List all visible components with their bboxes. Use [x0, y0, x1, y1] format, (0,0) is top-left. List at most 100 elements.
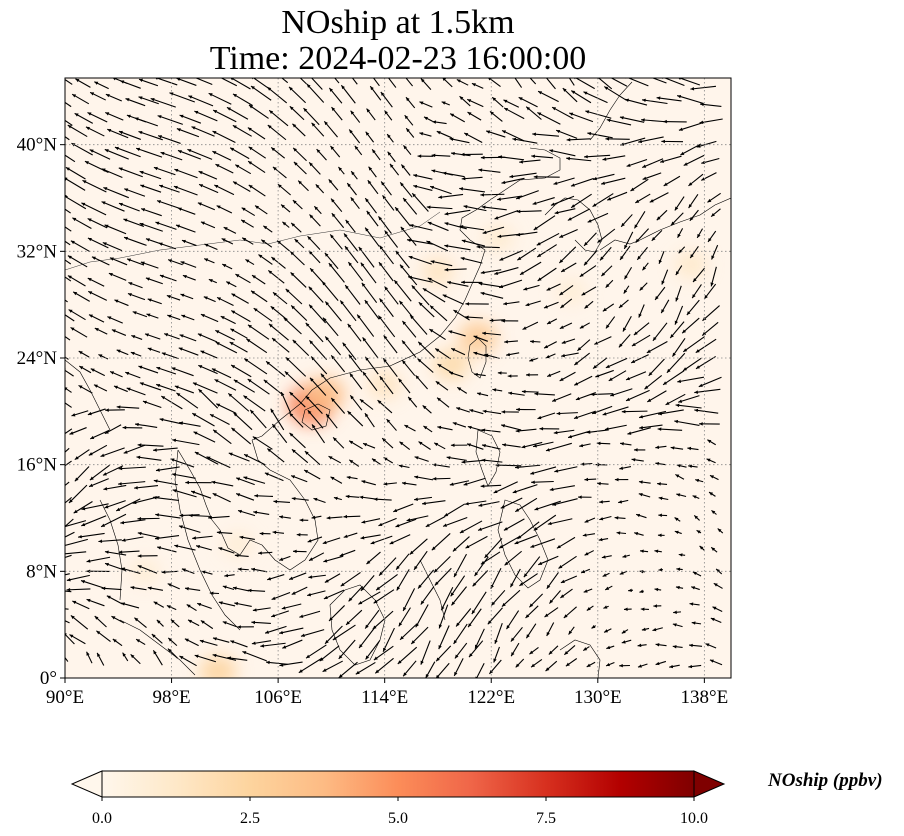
wind-arrow	[674, 305, 684, 325]
wind-arrow	[559, 284, 574, 296]
wind-arrow	[65, 496, 73, 504]
wind-arrow	[537, 90, 559, 103]
wind-arrow	[247, 378, 270, 395]
wind-arrow	[488, 659, 502, 675]
wind-arrow	[78, 350, 90, 358]
wind-arrow	[299, 518, 309, 522]
wind-arrow	[411, 284, 430, 306]
wind-arrow	[96, 652, 105, 666]
wind-arrow	[160, 151, 183, 161]
wind-arrow	[618, 299, 629, 309]
wind-arrow	[237, 509, 256, 517]
wind-arrow	[172, 438, 200, 446]
wind-arrow	[156, 383, 176, 392]
wind-arrow	[72, 600, 90, 610]
wind-arrow	[284, 370, 305, 390]
wind-arrow	[622, 315, 632, 332]
wind-arrow	[109, 257, 128, 266]
wind-arrow	[146, 313, 159, 319]
wind-arrow	[515, 190, 539, 200]
wind-arrow	[328, 179, 339, 191]
wind-arrow	[71, 93, 90, 105]
concentration-hotspot	[367, 370, 402, 400]
wind-arrow	[74, 466, 90, 482]
wind-arrow	[343, 514, 361, 519]
wind-arrow	[137, 565, 158, 574]
wind-arrow	[456, 386, 468, 394]
wind-arrow	[444, 268, 467, 272]
wind-arrow	[283, 317, 302, 335]
wind-arrow	[510, 642, 520, 657]
wind-arrow	[303, 107, 320, 126]
wind-arrow	[330, 145, 341, 158]
wind-arrow	[208, 278, 218, 284]
wind-arrow	[208, 515, 230, 520]
wind-arrow	[247, 160, 266, 173]
wind-arrow	[75, 78, 91, 88]
wind-arrow	[161, 570, 179, 574]
wind-arrow	[561, 352, 579, 358]
wind-arrow	[709, 474, 719, 481]
wind-arrow	[651, 78, 667, 84]
wind-arrow	[487, 607, 503, 625]
wind-arrow	[136, 455, 162, 461]
wind-arrow	[525, 106, 542, 120]
wind-arrow	[413, 174, 433, 180]
wind-arrow	[606, 645, 615, 650]
wind-arrow	[107, 316, 123, 324]
wind-arrow	[444, 209, 471, 216]
wind-arrow	[688, 173, 704, 187]
wind-arrow	[566, 138, 591, 142]
wind-arrow	[345, 609, 363, 626]
wind-arrow	[222, 585, 235, 591]
wind-arrow	[641, 98, 668, 105]
wind-arrow	[155, 466, 180, 472]
wind-arrow	[139, 222, 163, 232]
wind-arrow	[260, 642, 286, 648]
wind-arrow	[282, 639, 303, 649]
wind-arrow	[459, 187, 485, 193]
map-title-line1: NOship at 1.5km	[281, 4, 515, 41]
wind-arrow	[395, 518, 417, 528]
wind-arrow	[65, 314, 75, 322]
wind-arrow	[304, 450, 321, 466]
wind-arrow	[399, 182, 413, 198]
wind-arrow	[559, 322, 573, 330]
wind-arrow	[463, 477, 486, 486]
wind-arrow	[223, 226, 237, 234]
wind-arrow	[545, 353, 556, 359]
wind-arrow	[156, 619, 164, 627]
wind-arrow	[216, 205, 233, 214]
wind-arrow	[415, 604, 429, 628]
wind-arrow	[65, 194, 68, 198]
wind-arrow	[384, 230, 399, 248]
wind-arrow	[112, 638, 123, 647]
wind-arrow	[468, 640, 484, 658]
wind-arrow	[675, 473, 685, 480]
wind-arrow	[446, 280, 469, 287]
wind-arrow	[454, 642, 468, 659]
wind-arrow	[289, 412, 304, 428]
concentration-hotspot	[129, 558, 161, 585]
map-frame	[64, 77, 732, 679]
wind-arrow	[497, 371, 507, 375]
wind-arrow	[519, 573, 538, 587]
wind-arrow	[290, 272, 307, 288]
wind-arrow	[635, 513, 647, 519]
wind-arrow	[197, 333, 218, 343]
wind-arrow	[449, 137, 470, 144]
wind-arrow	[583, 91, 608, 104]
wind-arrow	[691, 284, 702, 299]
y-tick-label: 24°N	[17, 348, 58, 369]
wind-arrow	[89, 91, 107, 101]
wind-arrow	[606, 191, 628, 201]
wind-arrow	[503, 107, 525, 120]
wind-arrow	[400, 164, 411, 176]
wind-arrow	[96, 630, 111, 643]
wind-arrow	[466, 98, 484, 108]
wind-arrow	[606, 118, 632, 126]
wind-arrow	[177, 149, 202, 160]
wind-arrow	[351, 78, 358, 85]
wind-arrow	[516, 407, 536, 412]
wind-arrow	[247, 127, 266, 140]
